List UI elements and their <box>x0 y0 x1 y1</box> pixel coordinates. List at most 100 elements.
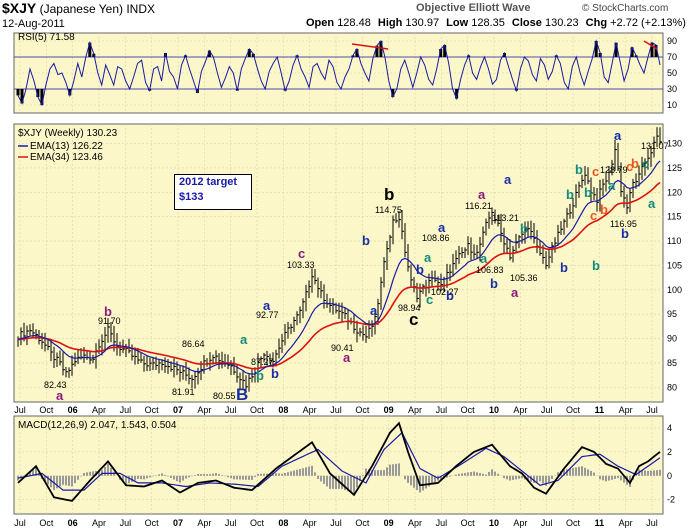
wave-label: b <box>256 368 264 383</box>
macd-line <box>17 421 661 502</box>
x-tick-label: Jul <box>330 405 342 415</box>
wave-label: a <box>648 196 656 211</box>
x-tick-label: Apr <box>619 518 633 528</box>
price-label: 106.83 <box>476 265 504 275</box>
target-line-1: 2012 target <box>179 176 238 188</box>
macd-tick-label: 2 <box>667 447 672 457</box>
price-tick-label: 105 <box>667 260 682 270</box>
price-tick-label: 125 <box>667 163 682 173</box>
price-label: 87.27 <box>251 357 274 367</box>
macd-signal-line <box>17 431 661 491</box>
x-tick-label: Jul <box>330 518 342 528</box>
wave-label: a <box>608 178 616 193</box>
symbol: $XJY <box>2 0 37 16</box>
wave-label: a <box>480 251 488 266</box>
wave-label: a <box>263 298 271 313</box>
price-tick-label: 110 <box>667 236 681 246</box>
price-label: 91.70 <box>98 316 121 326</box>
x-tick-label: 06 <box>68 405 78 415</box>
x-tick-label: Apr <box>303 405 317 415</box>
x-tick-label: Jul <box>225 405 237 415</box>
rsi-tick-label: 30 <box>667 84 677 94</box>
x-tick-label: 09 <box>384 518 394 528</box>
chart-date: 12-Aug-2011 <box>2 18 65 30</box>
wave-label: b <box>566 187 574 202</box>
target-line-2: $133 <box>179 191 204 203</box>
macd-tick-label: 4 <box>667 423 672 433</box>
wave-label: b <box>416 262 424 277</box>
x-tick-label: Oct <box>566 518 581 528</box>
x-tick-label: Apr <box>408 405 422 415</box>
price-tick-label: 80 <box>667 382 677 392</box>
wave-label: a <box>614 128 622 143</box>
price-tick-label: 85 <box>667 358 677 368</box>
svg-text:EMA(34) 123.46: EMA(34) 123.46 <box>30 152 103 163</box>
macd-panel <box>13 415 664 515</box>
price-label: 90.41 <box>331 343 354 353</box>
x-tick-label: Oct <box>250 405 265 415</box>
price-label: 86.64 <box>182 339 205 349</box>
price-label: 108.86 <box>422 233 450 243</box>
wave-label: a <box>56 388 64 403</box>
wave-label: b <box>446 288 454 303</box>
wave-label: c <box>298 246 305 261</box>
rsi-tick-label: 10 <box>667 100 677 110</box>
symbol-name: (Japanese Yen) <box>39 2 123 16</box>
price-label: 81.91 <box>172 387 195 397</box>
x-tick-label: Jul <box>436 405 448 415</box>
x-tick-label: Apr <box>92 518 106 528</box>
wave-label: b <box>592 258 600 273</box>
rsi-tick-label: 50 <box>667 68 677 78</box>
price-tick-label: 90 <box>667 334 677 344</box>
x-tick-label: Oct <box>145 405 160 415</box>
x-tick-label: Apr <box>92 405 106 415</box>
x-tick-label: Apr <box>303 518 317 528</box>
x-tick-label: Oct <box>250 518 265 528</box>
svg-text:EMA(13) 126.22: EMA(13) 126.22 <box>30 141 103 152</box>
rsi-axis: 10 30 50 70 90 <box>667 36 677 110</box>
wave-label: b <box>271 366 279 381</box>
price-label: 103.33 <box>287 260 315 270</box>
x-tick-label: Oct <box>461 518 476 528</box>
price-label: 80.55 <box>213 391 236 401</box>
wave-label: c <box>592 164 599 179</box>
wave-label: b <box>384 185 394 204</box>
wave-label: b <box>575 162 583 177</box>
x-tick-label: 10 <box>489 405 499 415</box>
wave-label: a <box>343 350 351 365</box>
price-label: 82.43 <box>44 380 67 390</box>
x-tick-label: Jul <box>120 405 132 415</box>
exchange: INDX <box>126 2 156 16</box>
price-label: 128.79 <box>600 165 628 175</box>
x-tick-label: Jul <box>646 405 658 415</box>
x-tick-label: Apr <box>408 518 422 528</box>
x-tick-label: Apr <box>513 518 527 528</box>
x-tick-label: 09 <box>384 405 394 415</box>
price-tick-label: 115 <box>667 212 681 222</box>
macd-legend: MACD(12,26,9) 2.047, 1.543, 0.504 <box>18 420 177 431</box>
wave-label: a <box>240 332 248 347</box>
ema34-line <box>17 181 661 370</box>
rsi-divergence-line <box>351 43 389 50</box>
x-tick-label: Jul <box>225 518 237 528</box>
x-tick-label: Apr <box>619 405 633 415</box>
price-tick-label: 95 <box>667 309 677 319</box>
x-tick-label: Oct <box>39 405 54 415</box>
wave-label: a <box>504 172 512 187</box>
price-label: 131.07 <box>641 141 669 151</box>
x-tick-label: Oct <box>145 518 160 528</box>
wave-label: a <box>511 285 519 300</box>
x-tick-label: Jul <box>541 405 553 415</box>
price-label: 116.95 <box>610 219 637 229</box>
rsi-tick-label: 70 <box>667 52 677 62</box>
wave-label: c <box>590 208 597 223</box>
x-tick-label: 08 <box>278 518 288 528</box>
price-panel <box>13 123 664 403</box>
price-tick-label: 130 <box>667 139 682 149</box>
x-tick-label: 10 <box>489 518 499 528</box>
macd-series <box>17 421 661 502</box>
x-tick-label: Apr <box>197 405 211 415</box>
rsi-tick-label: 90 <box>667 36 677 46</box>
x-tick-label: Oct <box>461 405 476 415</box>
